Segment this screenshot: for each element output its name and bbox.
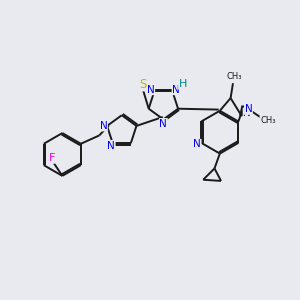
Text: N: N <box>193 140 201 149</box>
Text: CH₃: CH₃ <box>260 116 275 124</box>
Text: N: N <box>160 118 167 128</box>
Text: F: F <box>49 153 56 163</box>
Text: N: N <box>100 121 107 131</box>
Text: N: N <box>107 141 115 151</box>
Text: N: N <box>243 108 251 118</box>
Text: S: S <box>140 78 147 91</box>
Text: H: H <box>179 79 187 89</box>
Text: N: N <box>172 85 180 94</box>
Text: CH₃: CH₃ <box>227 72 242 81</box>
Text: N: N <box>147 85 154 94</box>
Text: N: N <box>244 104 252 114</box>
